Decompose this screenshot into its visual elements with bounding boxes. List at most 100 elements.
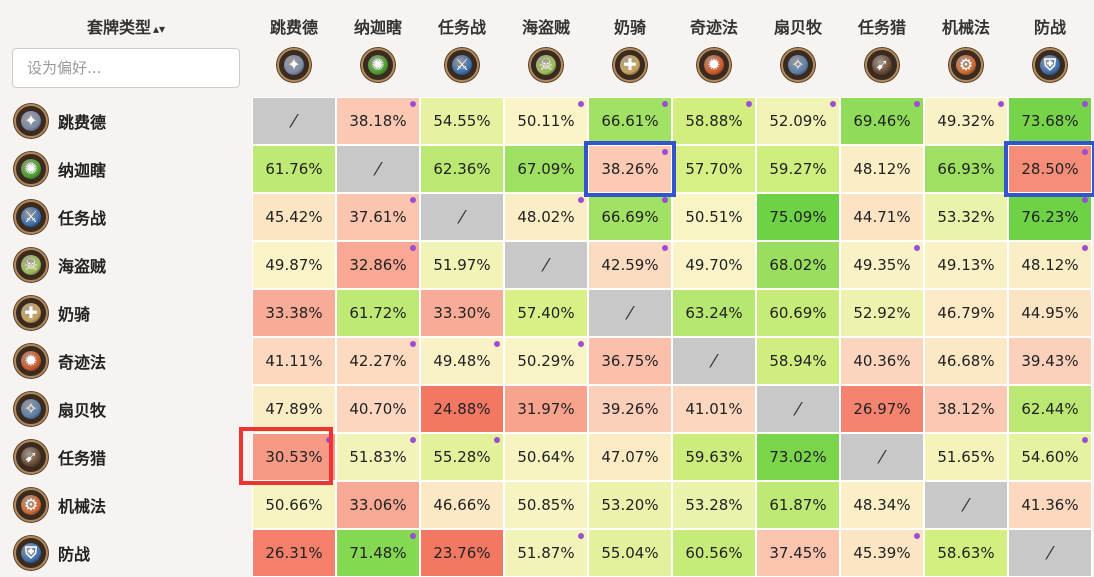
winrate-cell[interactable]: 46.66%: [420, 481, 504, 529]
winrate-cell[interactable]: 61.72%: [336, 289, 420, 337]
winrate-cell[interactable]: 55.28%: [420, 433, 504, 481]
winrate-cell[interactable]: 31.97%: [504, 385, 588, 433]
winrate-cell[interactable]: 30.53%: [252, 433, 336, 481]
winrate-cell[interactable]: 28.50%: [1008, 145, 1092, 193]
winrate-cell[interactable]: 41.36%: [1008, 481, 1092, 529]
mirror-match-cell[interactable]: ⁄: [756, 385, 840, 433]
col-deck-4[interactable]: 海盗贼 ☠: [504, 14, 588, 82]
mirror-match-cell[interactable]: ⁄: [672, 337, 756, 385]
winrate-cell[interactable]: 73.68%: [1008, 97, 1092, 145]
winrate-cell[interactable]: 57.40%: [504, 289, 588, 337]
winrate-cell[interactable]: 62.36%: [420, 145, 504, 193]
mirror-match-cell[interactable]: ⁄: [1008, 529, 1092, 577]
col-deck-7[interactable]: 扇贝牧 ✧: [756, 14, 840, 82]
winrate-cell[interactable]: 69.46%: [840, 97, 924, 145]
winrate-cell[interactable]: 49.87%: [252, 241, 336, 289]
winrate-cell[interactable]: 33.30%: [420, 289, 504, 337]
winrate-cell[interactable]: 54.55%: [420, 97, 504, 145]
winrate-cell[interactable]: 60.69%: [756, 289, 840, 337]
winrate-cell[interactable]: 26.31%: [252, 529, 336, 577]
col-deck-1[interactable]: 跳费德 ✦: [252, 14, 336, 82]
col-deck-3[interactable]: 任务战 ⚔: [420, 14, 504, 82]
winrate-cell[interactable]: 50.51%: [672, 193, 756, 241]
winrate-cell[interactable]: 46.68%: [924, 337, 1008, 385]
row-deck-2[interactable]: ✺ 纳迦瞎: [14, 145, 106, 193]
winrate-cell[interactable]: 50.66%: [252, 481, 336, 529]
winrate-cell[interactable]: 26.97%: [840, 385, 924, 433]
winrate-cell[interactable]: 41.11%: [252, 337, 336, 385]
winrate-cell[interactable]: 58.88%: [672, 97, 756, 145]
winrate-cell[interactable]: 42.27%: [336, 337, 420, 385]
winrate-cell[interactable]: 61.87%: [756, 481, 840, 529]
col-deck-9[interactable]: 机械法 ⚙: [924, 14, 1008, 82]
winrate-cell[interactable]: 33.06%: [336, 481, 420, 529]
winrate-cell[interactable]: 42.59%: [588, 241, 672, 289]
winrate-cell[interactable]: 68.02%: [756, 241, 840, 289]
winrate-cell[interactable]: 50.29%: [504, 337, 588, 385]
winrate-cell[interactable]: 39.43%: [1008, 337, 1092, 385]
winrate-cell[interactable]: 66.69%: [588, 193, 672, 241]
row-deck-1[interactable]: ✦ 跳费德: [14, 97, 106, 145]
winrate-cell[interactable]: 66.61%: [588, 97, 672, 145]
winrate-cell[interactable]: 45.42%: [252, 193, 336, 241]
mirror-match-cell[interactable]: ⁄: [588, 289, 672, 337]
sort-header[interactable]: 套牌类型 ▴▾: [12, 14, 240, 38]
winrate-cell[interactable]: 32.86%: [336, 241, 420, 289]
winrate-cell[interactable]: 67.09%: [504, 145, 588, 193]
row-deck-6[interactable]: ✹ 奇迹法: [14, 337, 106, 385]
winrate-cell[interactable]: 37.61%: [336, 193, 420, 241]
col-deck-6[interactable]: 奇迹法 ✹: [672, 14, 756, 82]
winrate-cell[interactable]: 44.71%: [840, 193, 924, 241]
winrate-cell[interactable]: 71.48%: [336, 529, 420, 577]
winrate-cell[interactable]: 62.44%: [1008, 385, 1092, 433]
row-deck-10[interactable]: ⛨ 防战: [14, 529, 90, 577]
winrate-cell[interactable]: 46.79%: [924, 289, 1008, 337]
winrate-cell[interactable]: 50.11%: [504, 97, 588, 145]
winrate-cell[interactable]: 45.39%: [840, 529, 924, 577]
winrate-cell[interactable]: 54.60%: [1008, 433, 1092, 481]
winrate-cell[interactable]: 66.93%: [924, 145, 1008, 193]
mirror-match-cell[interactable]: ⁄: [336, 145, 420, 193]
winrate-cell[interactable]: 49.48%: [420, 337, 504, 385]
row-deck-5[interactable]: ✚ 奶骑: [14, 289, 90, 337]
row-deck-9[interactable]: ⚙ 机械法: [14, 481, 106, 529]
winrate-cell[interactable]: 75.09%: [756, 193, 840, 241]
winrate-cell[interactable]: 38.18%: [336, 97, 420, 145]
winrate-cell[interactable]: 49.13%: [924, 241, 1008, 289]
winrate-cell[interactable]: 38.26%: [588, 145, 672, 193]
col-deck-10[interactable]: 防战 ⛨: [1008, 14, 1092, 82]
winrate-cell[interactable]: 51.83%: [336, 433, 420, 481]
col-deck-2[interactable]: 纳迦瞎 ✺: [336, 14, 420, 82]
winrate-cell[interactable]: 53.32%: [924, 193, 1008, 241]
winrate-cell[interactable]: 33.38%: [252, 289, 336, 337]
winrate-cell[interactable]: 48.12%: [1008, 241, 1092, 289]
winrate-cell[interactable]: 63.24%: [672, 289, 756, 337]
search-input[interactable]: [12, 48, 240, 88]
row-deck-4[interactable]: ☠ 海盗贼: [14, 241, 106, 289]
winrate-cell[interactable]: 44.95%: [1008, 289, 1092, 337]
winrate-cell[interactable]: 48.34%: [840, 481, 924, 529]
winrate-cell[interactable]: 52.09%: [756, 97, 840, 145]
mirror-match-cell[interactable]: ⁄: [840, 433, 924, 481]
winrate-cell[interactable]: 51.65%: [924, 433, 1008, 481]
mirror-match-cell[interactable]: ⁄: [504, 241, 588, 289]
winrate-cell[interactable]: 39.26%: [588, 385, 672, 433]
winrate-cell[interactable]: 37.45%: [756, 529, 840, 577]
winrate-cell[interactable]: 52.92%: [840, 289, 924, 337]
winrate-cell[interactable]: 48.12%: [840, 145, 924, 193]
col-deck-8[interactable]: 任务猎 ➹: [840, 14, 924, 82]
winrate-cell[interactable]: 73.02%: [756, 433, 840, 481]
col-deck-5[interactable]: 奶骑 ✚: [588, 14, 672, 82]
winrate-cell[interactable]: 61.76%: [252, 145, 336, 193]
winrate-cell[interactable]: 24.88%: [420, 385, 504, 433]
winrate-cell[interactable]: 38.12%: [924, 385, 1008, 433]
winrate-cell[interactable]: 23.76%: [420, 529, 504, 577]
winrate-cell[interactable]: 59.27%: [756, 145, 840, 193]
winrate-cell[interactable]: 58.94%: [756, 337, 840, 385]
row-deck-3[interactable]: ⚔ 任务战: [14, 193, 106, 241]
mirror-match-cell[interactable]: ⁄: [420, 193, 504, 241]
winrate-cell[interactable]: 59.63%: [672, 433, 756, 481]
mirror-match-cell[interactable]: ⁄: [252, 97, 336, 145]
winrate-cell[interactable]: 40.70%: [336, 385, 420, 433]
winrate-cell[interactable]: 49.70%: [672, 241, 756, 289]
